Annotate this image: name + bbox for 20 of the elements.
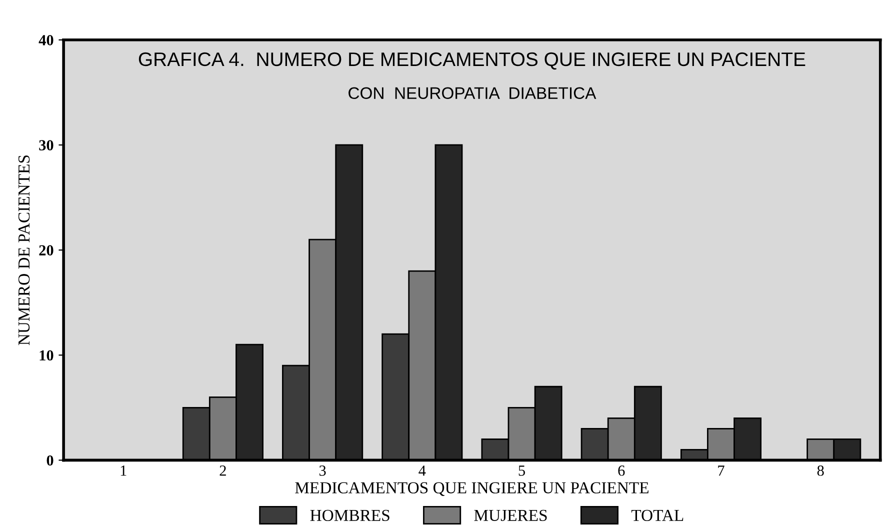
x-tick-label: 6 xyxy=(618,466,625,476)
x-axis-title: MEDICAMENTOS QUE INGIERE UN PACIENTE xyxy=(295,482,648,496)
x-tick-label: 1 xyxy=(120,466,126,476)
legend-label: HOMBRES xyxy=(310,510,390,522)
y-tick-label: 20 xyxy=(39,245,54,256)
y-tick-label: 30 xyxy=(39,140,54,150)
x-tick-label: 4 xyxy=(418,466,426,476)
y-axis-title: NUMERO DE PACIENTES xyxy=(18,156,30,346)
legend-label: MUJERES xyxy=(474,510,547,522)
y-tick-label: 40 xyxy=(38,35,54,46)
y-tick-label: 0 xyxy=(46,455,54,466)
x-tick-label: 8 xyxy=(817,465,824,476)
x-tick-label: 7 xyxy=(718,466,724,476)
x-tick-label: 5 xyxy=(518,466,525,476)
y-tick-label: 10 xyxy=(40,350,54,361)
text: CON NEUROPATIA DIABETICA xyxy=(348,87,596,100)
x-tick-label: 3 xyxy=(319,466,326,476)
text: GRAFICA 4. NUMERO DE MEDICAMENTOS QUE INGIERE UN PACIENTE xyxy=(138,52,806,70)
x-tick-label: 2 xyxy=(220,466,226,476)
legend-label: TOTAL xyxy=(631,510,684,522)
